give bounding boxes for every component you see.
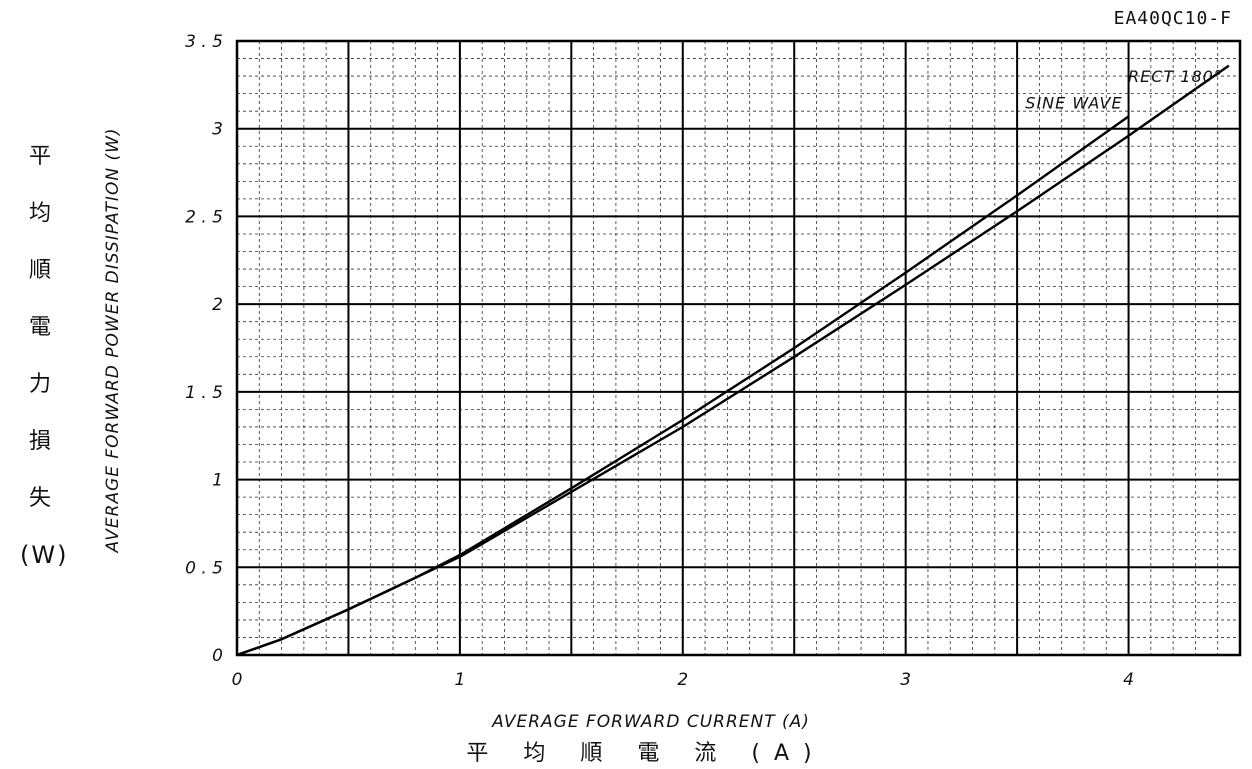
jp-y-label-char: 平 [28,144,51,169]
jp-x-axis-label: 平 均 順 電 流 (A) [466,741,826,766]
x-tick-label: 3 [900,670,911,690]
x-tick-label: 0 [232,670,243,690]
series-line-sine-wave [236,115,1130,657]
y-tick-label: 2 [212,295,223,315]
jp-y-label-char: 順 [28,258,51,283]
jp-y-axis-label: 平 均 順 電 力 損 失 (W) [20,128,69,584]
jp-y-label-char: 均 [28,201,51,226]
x-tick-label: 4 [1123,670,1134,690]
x-axis-label: AVERAGE FORWARD CURRENT (A) [492,712,810,732]
x-tick-label: 2 [677,670,688,690]
jp-y-label-char: 失 [28,486,51,511]
major-grid [235,39,1242,657]
series-layer [236,64,1230,657]
y-tick-label: 0 [212,646,223,666]
y-tick-label: 0 . 5 [185,558,223,578]
series-annotation-sine-wave: SINE WAVE [1025,93,1122,112]
minor-grid [237,41,1240,655]
y-tick-label: 3 . 5 [185,32,223,52]
x-tick-label: 1 [454,670,465,690]
y-tick-label: 1 . 5 [185,383,223,403]
series-annotations: RECT 180° SINE WAVE [1025,67,1223,112]
jp-y-label-char: 力 [28,372,51,397]
plot-frame [235,39,1242,657]
tick-labels: 0 1 2 3 4 0 0 . 5 1 1 . 5 2 2 . 5 3 3 . 5 [185,32,1134,690]
y-tick-label: 3 [212,120,223,140]
series-annotation-rect-180: RECT 180° [1128,67,1223,86]
y-tick-label: 1 [212,471,223,491]
y-tick-label: 2 . 5 [185,207,223,227]
jp-y-label-char: 電 [28,315,51,340]
model-number: EA40QC10-F [1113,8,1232,29]
jp-y-label-unit: (W) [20,541,69,569]
jp-y-label-char: 損 [28,429,51,454]
